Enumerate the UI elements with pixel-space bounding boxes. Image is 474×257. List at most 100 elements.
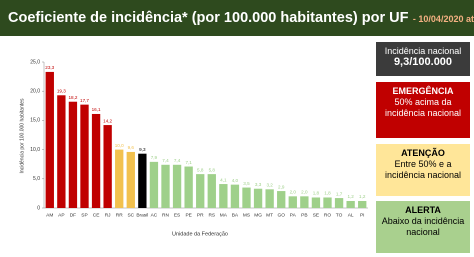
- value-label: 2,0: [301, 190, 308, 195]
- emergency-panel: EMERGÊNCIA 50% acima da incidência nacion…: [376, 82, 470, 138]
- x-tick-label: ES: [174, 212, 180, 218]
- value-label: 4,1: [220, 177, 227, 182]
- x-tick-label: PI: [360, 212, 365, 218]
- title: Coeficiente de incidência* (por 100.000 …: [8, 10, 409, 26]
- bar: [300, 196, 309, 208]
- x-tick-label: RJ: [105, 212, 111, 218]
- bar: [358, 200, 367, 208]
- value-label: 1,7: [336, 191, 343, 196]
- bar: [68, 101, 78, 208]
- value-label: 3,2: [266, 183, 273, 188]
- value-label: 18,2: [68, 95, 77, 100]
- bar: [138, 153, 147, 208]
- x-tick-label: PA: [290, 212, 297, 218]
- bar: [219, 184, 228, 208]
- value-label: 5,8: [197, 167, 204, 172]
- bar: [311, 197, 321, 208]
- value-label: 5,8: [209, 167, 216, 172]
- value-label: 9,6: [128, 145, 135, 150]
- bar: [184, 166, 193, 208]
- value-label: 1,2: [347, 194, 354, 199]
- value-label: 1,8: [313, 191, 320, 196]
- panel-text: 9,3/100.000: [393, 56, 453, 68]
- x-tick-label: AC: [151, 212, 158, 218]
- y-tick-label: 5,0: [33, 176, 40, 182]
- y-tick-label: 10,0: [30, 147, 40, 153]
- bar: [277, 191, 286, 208]
- value-label: 10,0: [115, 143, 124, 148]
- bar: [45, 71, 54, 208]
- x-tick-label: MT: [266, 212, 273, 218]
- value-label: 3,3: [255, 182, 262, 187]
- x-tick-label: SE: [313, 212, 319, 218]
- panel-title: Incidência nacional: [384, 46, 462, 56]
- x-tick-label: PR: [197, 212, 204, 218]
- bar: [103, 125, 112, 208]
- value-label: 7,4: [162, 158, 169, 163]
- x-tick-label: PE: [185, 212, 191, 218]
- value-label: 1,8: [324, 191, 331, 196]
- value-label: 9,3: [139, 147, 146, 152]
- panel-text: 50% acima da incidência nacional: [384, 97, 462, 118]
- y-axis-label: Incidência por 100.000 habitantes: [19, 98, 25, 174]
- value-label: 7,1: [185, 160, 192, 165]
- x-tick-label: MG: [254, 212, 262, 218]
- bar: [149, 161, 159, 208]
- x-tick-label: DF: [70, 212, 76, 218]
- x-tick-label: AP: [58, 212, 64, 218]
- x-tick-label: BA: [232, 212, 239, 218]
- alert-panel: ALERTA Abaixo da incidência nacional: [376, 201, 470, 253]
- panel-text: Entre 50% e a incidência nacional: [384, 159, 462, 180]
- x-tick-label: SC: [127, 212, 134, 218]
- panel-title: EMERGÊNCIA: [392, 86, 454, 96]
- bar: [346, 200, 355, 208]
- x-tick-label: CE: [93, 212, 100, 218]
- bar: [115, 149, 124, 208]
- x-axis-label: Unidade da Federação: [172, 231, 228, 237]
- bar: [161, 164, 170, 208]
- x-tick-label: RR: [116, 212, 123, 218]
- x-tick-label: RN: [162, 212, 169, 218]
- y-tick-label: 0: [37, 205, 40, 211]
- value-label: 2,9: [278, 184, 285, 189]
- bar: [242, 187, 251, 208]
- bar: [253, 188, 263, 208]
- header: Coeficiente de incidência* (por 100.000 …: [0, 0, 474, 36]
- x-tick-label: Brasil: [136, 212, 148, 218]
- value-label: 19,3: [57, 89, 66, 94]
- x-tick-label: AM: [46, 212, 53, 218]
- value-label: 7,4: [174, 158, 181, 163]
- national-panel: Incidência nacional 9,3/100.000: [376, 42, 470, 76]
- bar: [288, 196, 297, 208]
- panel-text: Abaixo da incidência nacional: [381, 216, 465, 237]
- value-label: 4,0: [232, 178, 239, 183]
- y-tick-label: 15,0: [30, 118, 40, 124]
- panel-title: ALERTA: [405, 205, 441, 215]
- chart: Incidência por 100.000 habitantes Unidad…: [19, 59, 368, 237]
- x-tick-label: SP: [81, 212, 87, 218]
- x-tick-label: MA: [220, 212, 228, 218]
- value-label: 23,3: [45, 65, 54, 70]
- value-label: 14,2: [103, 118, 112, 123]
- x-tick-label: PB: [301, 212, 307, 218]
- value-label: 16,1: [92, 107, 101, 112]
- bar: [57, 95, 66, 208]
- y-tick-label: 25,0: [30, 59, 40, 65]
- bar: [80, 104, 89, 208]
- value-label: 3,5: [243, 181, 250, 186]
- bar: [334, 198, 344, 208]
- bar: [323, 197, 332, 208]
- x-tick-label: RS: [208, 212, 215, 218]
- x-tick-label: TO: [336, 212, 343, 218]
- bar: [91, 113, 101, 208]
- bar: [196, 174, 205, 208]
- bar: [207, 174, 216, 208]
- x-tick-label: RO: [324, 212, 331, 218]
- value-label: 17,7: [80, 98, 89, 103]
- subtitle: - 10/04/2020 até 14h: [412, 14, 474, 24]
- bar: [126, 151, 135, 208]
- panel-title: ATENÇÃO: [401, 148, 445, 158]
- bar: [172, 164, 182, 208]
- y-tick-label: 20,0: [30, 89, 40, 95]
- bar: [230, 184, 240, 208]
